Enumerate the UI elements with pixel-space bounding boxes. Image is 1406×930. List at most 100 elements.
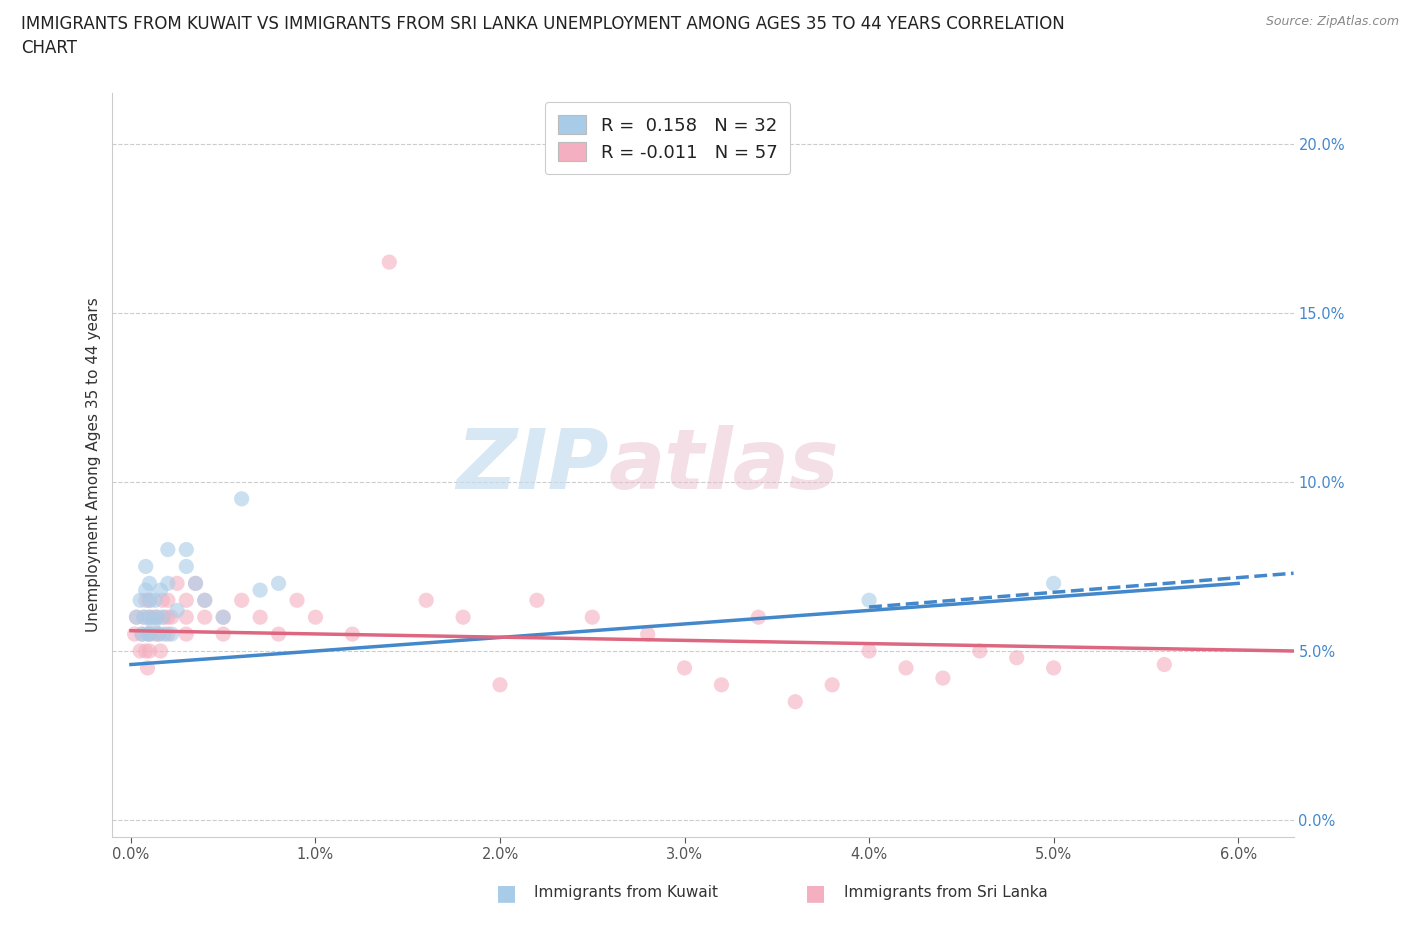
Point (135, 583, 157, 598)
Point (146, 610, 169, 625)
Text: CHART: CHART (21, 39, 77, 57)
Point (131, 627, 153, 642)
Point (132, 610, 155, 625)
Point (194, 592, 217, 607)
Point (138, 610, 160, 625)
Point (184, 576, 207, 591)
Point (194, 592, 217, 607)
Text: ■: ■ (496, 883, 516, 903)
Point (149, 644, 172, 658)
Point (160, 627, 183, 642)
Point (166, 603, 188, 618)
Point (148, 627, 170, 642)
Point (124, 627, 146, 642)
Point (156, 592, 179, 607)
Point (153, 627, 176, 642)
Point (231, 491, 253, 506)
Point (304, 610, 326, 625)
Point (858, 592, 880, 607)
Point (150, 610, 173, 625)
Point (526, 592, 548, 607)
Point (1042, 576, 1064, 591)
Point (212, 610, 235, 625)
Text: Immigrants from Sri Lanka: Immigrants from Sri Lanka (844, 885, 1047, 900)
Text: Source: ZipAtlas.com: Source: ZipAtlas.com (1265, 15, 1399, 28)
Point (138, 644, 160, 658)
Point (135, 592, 157, 607)
Point (267, 576, 290, 591)
Point (415, 592, 437, 607)
Point (150, 592, 173, 607)
Point (1005, 650, 1028, 665)
Point (581, 610, 603, 625)
Point (184, 576, 207, 591)
Point (249, 610, 271, 625)
Point (131, 627, 153, 642)
Text: ■: ■ (806, 883, 825, 903)
Point (135, 644, 157, 658)
Point (1153, 658, 1175, 672)
Legend: R =  0.158   N = 32, R = -0.011   N = 57: R = 0.158 N = 32, R = -0.011 N = 57 (546, 102, 790, 174)
Point (489, 677, 512, 692)
Point (142, 617, 165, 631)
Text: atlas: atlas (609, 424, 839, 506)
Point (129, 644, 152, 658)
Point (138, 592, 160, 607)
Point (231, 592, 253, 607)
Point (969, 644, 991, 658)
Point (174, 610, 197, 625)
Point (451, 610, 474, 625)
Point (136, 660, 159, 675)
Point (785, 695, 807, 710)
Point (174, 542, 197, 557)
Point (932, 671, 955, 685)
Point (637, 627, 659, 642)
Text: ZIP: ZIP (456, 424, 609, 506)
Point (747, 610, 769, 625)
Point (138, 610, 160, 625)
Point (166, 576, 188, 591)
Point (267, 627, 290, 642)
Point (160, 610, 183, 625)
Point (212, 610, 235, 625)
Point (894, 660, 917, 675)
Point (129, 592, 152, 607)
Point (156, 576, 179, 591)
Point (342, 627, 364, 642)
Point (194, 610, 217, 625)
Point (138, 592, 160, 607)
Point (156, 627, 179, 642)
Point (673, 660, 696, 675)
Point (1042, 660, 1064, 675)
Point (142, 610, 165, 625)
Point (138, 627, 160, 642)
Point (378, 255, 401, 270)
Point (135, 559, 157, 574)
Point (146, 610, 169, 625)
Point (125, 610, 148, 625)
Point (153, 610, 176, 625)
Point (156, 610, 179, 625)
Point (138, 627, 160, 642)
Y-axis label: Unemployment Among Ages 35 to 44 years: Unemployment Among Ages 35 to 44 years (86, 298, 101, 632)
Point (821, 677, 844, 692)
Point (710, 677, 733, 692)
Point (174, 592, 197, 607)
Point (143, 592, 166, 607)
Text: IMMIGRANTS FROM KUWAIT VS IMMIGRANTS FROM SRI LANKA UNEMPLOYMENT AMONG AGES 35 T: IMMIGRANTS FROM KUWAIT VS IMMIGRANTS FRO… (21, 15, 1064, 33)
Point (132, 610, 155, 625)
Point (212, 627, 235, 642)
Point (858, 644, 880, 658)
Point (174, 559, 197, 574)
Point (148, 627, 170, 642)
Point (143, 627, 166, 642)
Point (138, 576, 160, 591)
Text: Immigrants from Kuwait: Immigrants from Kuwait (534, 885, 718, 900)
Point (136, 627, 159, 642)
Point (174, 627, 197, 642)
Point (285, 592, 308, 607)
Point (156, 542, 179, 557)
Point (249, 583, 271, 598)
Point (125, 610, 148, 625)
Point (149, 583, 172, 598)
